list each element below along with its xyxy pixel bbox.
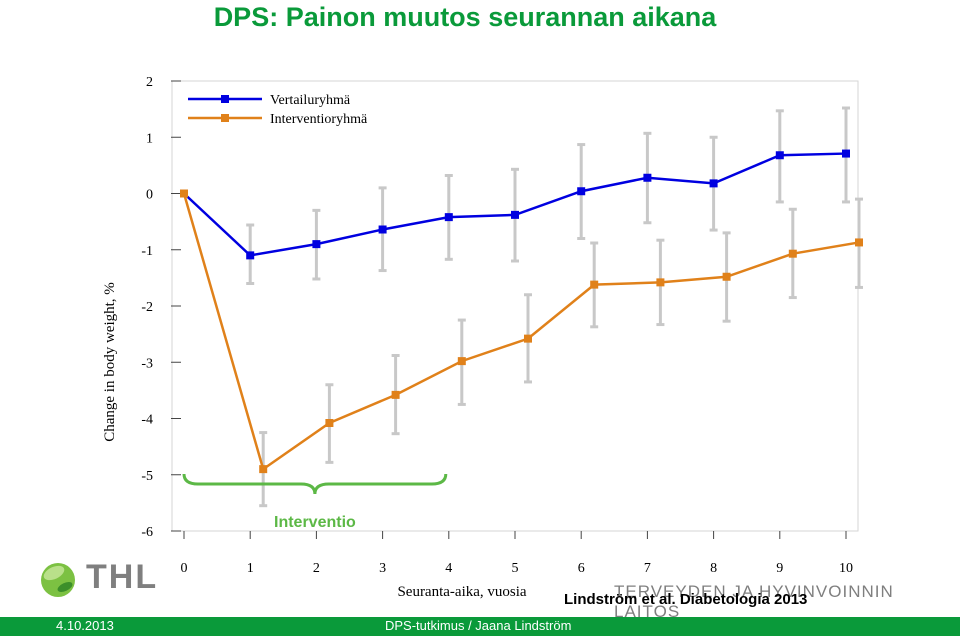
legend-label: Interventioryhmä (270, 112, 368, 127)
footer-date: 4.10.2013 (56, 618, 114, 633)
error-bars (246, 106, 863, 508)
x-tick-label: 3 (379, 561, 386, 576)
data-point (391, 390, 400, 399)
series-markers (180, 149, 863, 474)
data-point (656, 278, 665, 287)
data-point (524, 334, 532, 343)
data-point (259, 465, 268, 474)
x-tick-label: 6 (578, 561, 585, 576)
plot-frame (171, 80, 859, 532)
y-tick-label: 2 (146, 75, 153, 90)
data-point (788, 249, 797, 258)
series-lines (182, 152, 860, 472)
x-axis: 0 1 2 3 4 5 6 7 8 9 10 (181, 531, 853, 576)
x-tick-label: 8 (710, 561, 717, 576)
institute-name: TERVEYDEN JA HYVINVOINNIN LAITOS (614, 582, 894, 621)
data-point (775, 151, 784, 160)
x-tick-label: 5 (512, 561, 519, 576)
brace-shape (182, 473, 448, 495)
x-tick-label: 0 (181, 561, 188, 576)
data-point (577, 187, 586, 196)
y-tick-label: -3 (141, 356, 153, 371)
data-point (722, 272, 731, 281)
data-point (855, 238, 863, 247)
x-tick-label: 10 (839, 561, 853, 576)
y-tick-label: 1 (146, 131, 153, 146)
data-point (180, 189, 188, 198)
data-point (590, 280, 599, 289)
data-point (444, 213, 453, 222)
intervention-brace: Interventio (182, 473, 448, 531)
x-tick-label: 9 (776, 561, 783, 576)
plot-area-border (171, 80, 859, 532)
x-tick-label: 4 (445, 561, 452, 576)
y-tick-label: 0 (146, 188, 153, 203)
data-point (842, 149, 850, 158)
data-point (378, 225, 387, 234)
legend: Vertailuryhmä Interventioryhmä (188, 93, 368, 127)
x-tick-label: 2 (313, 561, 320, 576)
data-point (457, 357, 466, 366)
legend-swatch-marker (221, 95, 229, 103)
legend-swatch-marker (221, 114, 229, 122)
slide-title: DPS: Painon muutos seurannan aikana (213, 2, 717, 32)
data-point (643, 173, 652, 182)
series-line-1 (182, 193, 860, 472)
data-point (246, 251, 255, 260)
y-tick-label: -6 (141, 525, 153, 540)
thl-logo-text: THL (86, 558, 159, 596)
thl-logo-icon (41, 563, 75, 597)
citation: Lindström et al. Diabetologia 2013 (564, 591, 808, 608)
x-tick-label: 7 (644, 561, 651, 576)
y-tick-label: -2 (141, 300, 153, 315)
y-tick-label: -5 (141, 469, 153, 484)
data-point (709, 179, 718, 188)
footer-bar: 4.10.2013 DPS-tutkimus / Jaana Lindström (0, 617, 960, 636)
data-point (325, 419, 334, 427)
y-axis-label: Change in body weight, % (102, 282, 118, 442)
y-tick-label: -4 (141, 413, 153, 428)
footer-credit: DPS-tutkimus / Jaana Lindström (385, 618, 572, 633)
y-axis: 2 1 0 -1 -2 -3 -4 -5 -6 (141, 75, 181, 540)
data-point (312, 240, 321, 249)
y-tick-label: -1 (141, 244, 153, 259)
legend-label: Vertailuryhmä (270, 93, 351, 108)
x-tick-label: 1 (247, 561, 254, 576)
x-axis-label: Seuranta-aika, vuosia (397, 584, 526, 600)
data-point (511, 210, 519, 219)
brace-label: Interventio (274, 514, 356, 531)
